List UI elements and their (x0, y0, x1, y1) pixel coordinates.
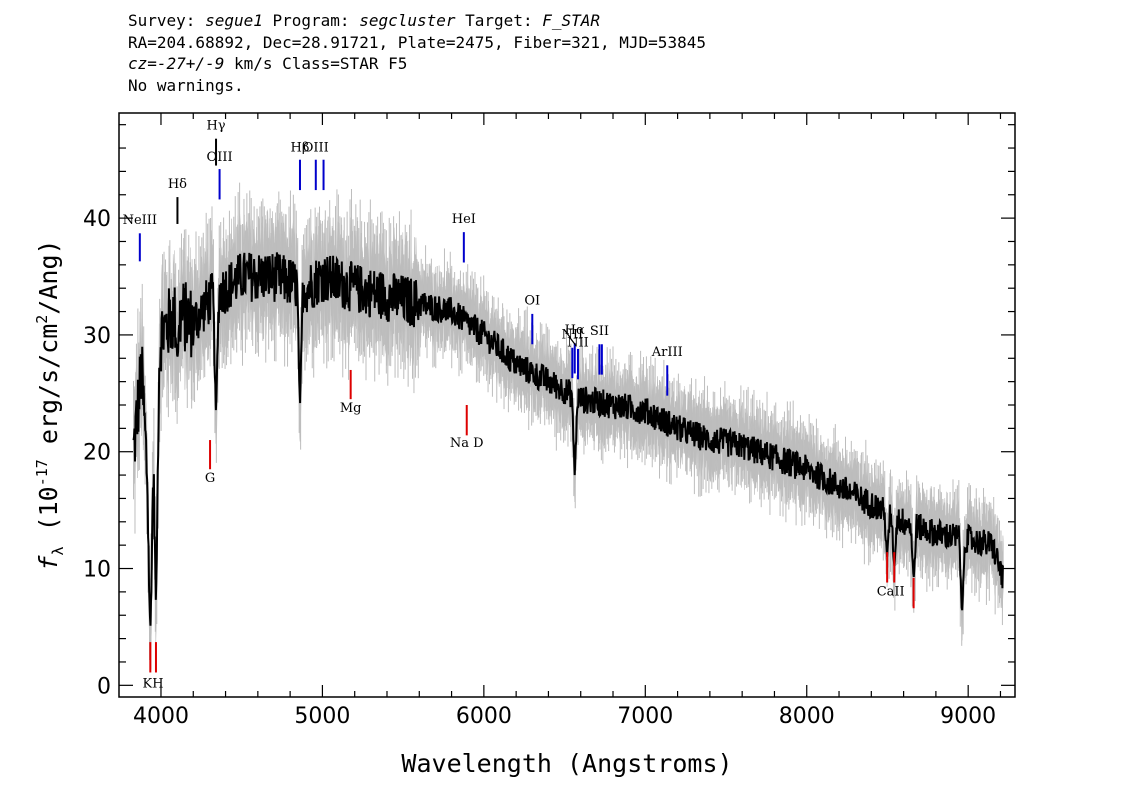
emission-line-label: OIII (207, 150, 233, 165)
emission-line-label: SII (590, 324, 609, 339)
target-label: Target: (455, 11, 543, 30)
y-tick-label: 20 (83, 441, 111, 466)
y-tick-label: 0 (97, 674, 111, 699)
program-label: Program: (262, 11, 360, 30)
y-axis-title: fλ (10-17 erg/s/cm2/Ang) (33, 239, 67, 570)
program-value: segcluster (359, 11, 456, 30)
x-tick-label: 4000 (133, 704, 189, 729)
spectrum-header: Survey: segue1 Program: segcluster Targe… (128, 10, 706, 96)
cz-value: =-27+/-9 (147, 54, 225, 73)
emission-line-label: Hδ (168, 177, 187, 192)
absorption-line-label: Na D (450, 436, 484, 451)
x-tick-label: 9000 (940, 704, 996, 729)
header-line-1: Survey: segue1 Program: segcluster Targe… (128, 10, 706, 32)
emission-line-label: Hβ (291, 141, 310, 156)
x-tick-label: 6000 (456, 704, 512, 729)
emission-line-label: OI (524, 294, 540, 309)
emission-line-label: NII (561, 327, 583, 342)
header-line-3: cz=-27+/-9 km/s Class=STAR F5 (128, 53, 706, 75)
emission-line-label: Hα (565, 323, 585, 338)
header-line-2: RA=204.68892, Dec=28.91721, Plate=2475, … (128, 32, 706, 52)
x-tick-label: 7000 (617, 704, 673, 729)
y-tick-label: 10 (83, 558, 111, 583)
emission-line-label: Hγ (206, 118, 225, 133)
error-band (133, 182, 1004, 671)
spectral-line-markers: NeIIIHδHγOIIIHβOIIIHeIOINIIHαNIISIIArIII… (123, 118, 915, 692)
x-tick-label: 5000 (294, 704, 350, 729)
cz-label: cz (128, 54, 148, 73)
x-axis-title: Wavelength (Angstroms) (401, 749, 732, 778)
absorption-line-label: G (205, 471, 215, 486)
cz-suffix: km/s Class=STAR F5 (224, 54, 408, 73)
axis-ticks: 4000 5000 6000 7000 8000 9000 0 10 20 30 40 (83, 113, 1015, 729)
emission-line-label: OIII (303, 141, 329, 156)
y-tick-label: 30 (83, 324, 111, 349)
survey-label: Survey: (128, 11, 206, 30)
survey-value: segue1 (205, 11, 263, 30)
emission-line-label: HeI (452, 212, 476, 227)
header-line-4: No warnings. (128, 75, 244, 95)
emission-line-label: NII (567, 336, 589, 351)
absorption-line-label: Mg (340, 401, 362, 416)
x-tick-label: 8000 (779, 704, 835, 729)
flux-line (132, 252, 1005, 626)
target-value: F_STAR (542, 11, 601, 30)
absorption-line-label: CaII (877, 584, 905, 599)
emission-line-label: ArIII (651, 345, 683, 360)
y-tick-label: 40 (83, 207, 111, 232)
emission-line-label: NeIII (123, 213, 157, 228)
absorption-line-label: KH (143, 677, 164, 692)
flux-series (132, 252, 1005, 626)
